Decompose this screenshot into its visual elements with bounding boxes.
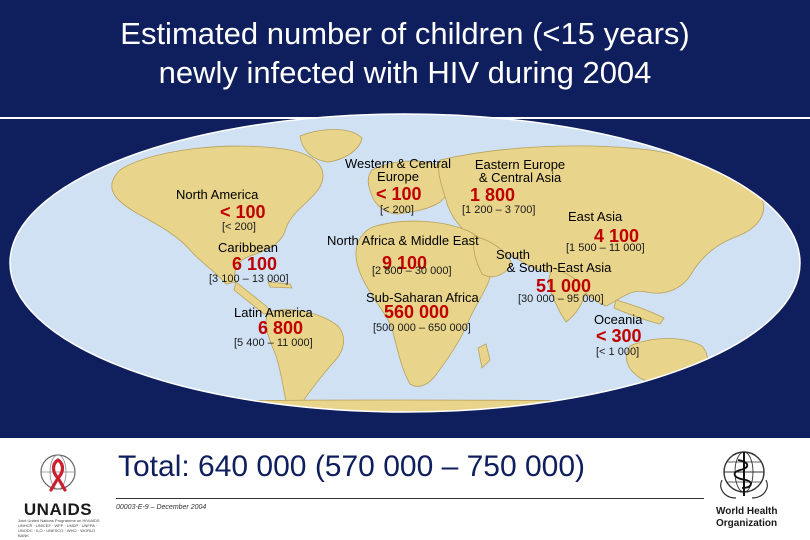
region-value-eastern-europe-central-asia: 1 800 <box>470 185 516 205</box>
region-name-latin-america: Latin America <box>234 305 313 320</box>
region-name-line-1: Western & Central <box>345 156 451 171</box>
land-south-america <box>265 309 345 412</box>
region-name-north-america: North America <box>176 187 259 202</box>
land-arabia <box>473 235 513 278</box>
total-figure: Total: 640 000 (570 000 – 750 000) <box>118 450 586 483</box>
land-southeast-asia <box>613 299 665 325</box>
unaids-ribbon-logo <box>40 454 76 492</box>
land-north-america <box>111 145 324 285</box>
region-name-eastern-europe-central-asia: Eastern Europe & Central Asia <box>462 157 578 185</box>
region-value-east-asia: 4 100 <box>594 226 640 246</box>
region-name-caribbean: Caribbean <box>218 240 278 255</box>
who-name: World Health Organization <box>716 506 777 530</box>
who-emblem-icon <box>720 451 768 499</box>
region-name-south-southeast-asia: South & South-East Asia <box>494 247 624 275</box>
footer-divider <box>116 498 704 499</box>
land-greenland <box>299 129 363 163</box>
region-range-eastern-europe-central-asia: [1 200 – 3 700] <box>462 204 536 216</box>
region-name-line-1: South <box>496 247 530 262</box>
region-range-western-central-europe: [< 200] <box>380 204 414 216</box>
who-name-line-2: Organization <box>716 518 778 529</box>
land-antarctica <box>10 399 800 412</box>
world-map <box>9 113 801 413</box>
title-line-2: newly infected with HIV during 2004 <box>158 55 652 90</box>
unaids-tagline-text: Joint United Nations Programme on HIV/AI… <box>18 518 100 523</box>
region-range-latin-america: [5 400 – 11 000] <box>234 337 313 349</box>
region-range-caribbean: [3 100 – 13 000] <box>209 273 289 285</box>
region-value-north-africa-middle-east: 9 100 <box>382 253 428 273</box>
region-value-oceania: < 300 <box>596 326 642 346</box>
region-range-north-america: [< 200] <box>222 221 256 233</box>
region-range-south-southeast-asia: [30 000 – 95 000] <box>518 293 604 305</box>
title-line-1: Estimated number of children (<15 years) <box>120 16 690 51</box>
unaids-agencies-text: UNHCR · UNICEF · WFP · UNDP · UNFPA · UN… <box>18 523 98 538</box>
region-range-east-asia: [1 500 – 11 000] <box>566 242 645 254</box>
who-name-line-1: World Health <box>716 506 778 517</box>
region-name-east-asia: East Asia <box>568 209 623 224</box>
slide-code: 00003-E-9 – December 2004 <box>116 504 207 511</box>
region-name-line-2: & Central Asia <box>478 170 562 185</box>
region-name-line-2: Europe <box>377 169 419 184</box>
red-ribbon-icon <box>49 458 67 492</box>
region-value-north-america: < 100 <box>220 202 266 222</box>
region-name-oceania: Oceania <box>594 312 643 327</box>
region-name-line-1: Eastern Europe <box>474 157 566 172</box>
unaids-tagline: Joint United Nations Programme on HIV/AI… <box>18 518 100 538</box>
land-europe <box>367 160 450 215</box>
land-new-zealand <box>723 379 735 401</box>
unaids-wordmark: UNAIDS <box>23 500 93 519</box>
region-name-line-2: & South-East Asia <box>506 260 612 275</box>
region-name-north-africa-middle-east: North Africa & Middle East <box>327 233 479 248</box>
region-range-sub-saharan-africa: [500 000 – 650 000] <box>373 322 471 334</box>
map-outline <box>9 113 801 413</box>
region-name-sub-saharan-africa: Sub-Saharan Africa <box>366 290 479 305</box>
land-madagascar <box>477 343 491 369</box>
region-value-latin-america: 6 800 <box>258 318 304 338</box>
region-value-sub-saharan-africa: 560 000 <box>384 302 450 322</box>
land-caribbean-islands <box>267 281 293 289</box>
region-name-western-central-europe: Western & Central Europe <box>336 156 460 184</box>
land-india <box>547 267 587 323</box>
region-value-south-southeast-asia: 51 000 <box>536 276 592 296</box>
footer <box>0 438 810 540</box>
region-range-north-africa-middle-east: [2 800 – 30 000] <box>372 265 452 277</box>
region-value-western-central-europe: < 100 <box>376 184 422 204</box>
region-range-oceania: [< 1 000] <box>596 346 640 358</box>
region-value-caribbean: 6 100 <box>232 254 278 274</box>
slide-title: Estimated number of children (<15 years)… <box>0 14 810 92</box>
